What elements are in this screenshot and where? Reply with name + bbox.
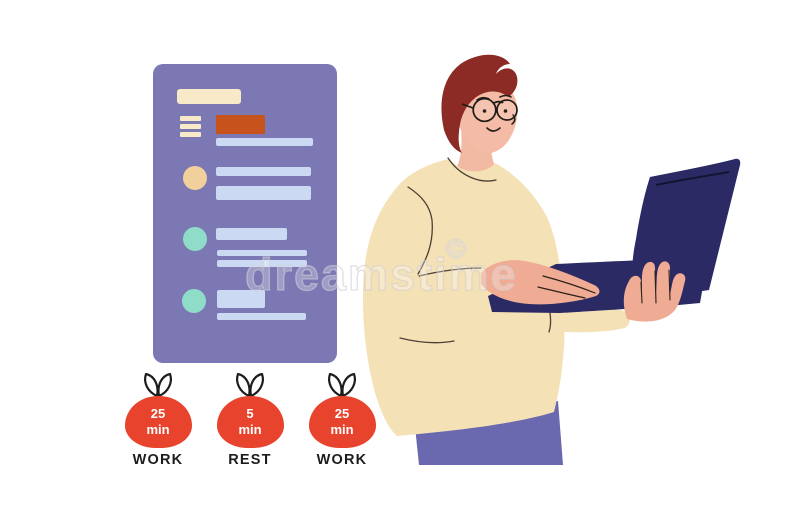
text-line-placeholder (217, 260, 307, 267)
menu-icon-line (180, 124, 201, 129)
text-line-placeholder (217, 290, 265, 308)
menu-icon-line (180, 132, 201, 137)
highlight-block (216, 115, 265, 134)
tomato-leaves-icon (144, 372, 172, 398)
timer-duration: 25 (150, 406, 166, 422)
hair (441, 54, 518, 153)
avatar-dot-tan (183, 166, 207, 190)
timer-duration: 5 (246, 406, 254, 422)
glasses-lens-right (496, 99, 518, 121)
timer-unit: min (238, 422, 262, 437)
tomato-icon: 25 min (124, 396, 192, 448)
right-hand (623, 261, 686, 322)
collar-seam (447, 157, 497, 182)
right-hand-finger-lines (640, 269, 671, 304)
left-hand (481, 260, 600, 305)
eye-left (482, 109, 487, 113)
sweater-torso (362, 159, 565, 436)
smile (486, 127, 501, 132)
tomato-icon: 5 min (216, 396, 284, 448)
nose (511, 114, 516, 125)
cuff-seam (548, 312, 552, 333)
eye-right (503, 109, 508, 113)
timer-label: WORK (132, 452, 184, 468)
glasses-bridge (492, 100, 504, 105)
glasses-temple (461, 103, 474, 109)
timer-unit: min (330, 422, 354, 437)
timer-duration: 25 (334, 406, 350, 422)
tomato-icon: 25 min (308, 396, 376, 448)
shoulder-seam (407, 186, 433, 275)
timer-label: REST (228, 452, 272, 468)
left-hand-shape (481, 260, 600, 305)
text-line-placeholder (217, 313, 306, 320)
menu-icon-line (180, 116, 201, 121)
left-hand-finger-lines (537, 275, 596, 299)
body-fold (399, 337, 455, 344)
task-board-panel (153, 64, 337, 363)
text-line-placeholder (216, 167, 311, 176)
text-line-placeholder (216, 186, 311, 200)
avatar-dot-teal (183, 227, 207, 251)
tomato-leaves-icon (236, 372, 264, 398)
text-line-placeholder (217, 250, 307, 256)
menu-icon (180, 116, 201, 138)
eyebrow-right (499, 94, 512, 98)
forearm-seam (418, 267, 482, 277)
timer-unit: min (146, 422, 170, 437)
tomato-timer: 25 min WORK (112, 371, 204, 468)
board-header-bar (177, 89, 241, 104)
sweater-seams (399, 157, 552, 344)
text-line-placeholder (216, 138, 313, 146)
timer-label: WORK (316, 452, 368, 468)
tomato-leaves-icon (328, 372, 356, 398)
tomato-timer: 5 min REST (204, 371, 296, 468)
laptop-bezel-line (655, 171, 730, 186)
right-hand-shape (623, 261, 686, 322)
avatar-dot-teal (182, 289, 206, 313)
laptop-screen (631, 158, 741, 301)
text-line-placeholder (216, 228, 287, 240)
tomato-timer: 25 min WORK (296, 371, 388, 468)
pomodoro-sequence: 25 min WORK 5 min REST 25 min (112, 371, 388, 468)
